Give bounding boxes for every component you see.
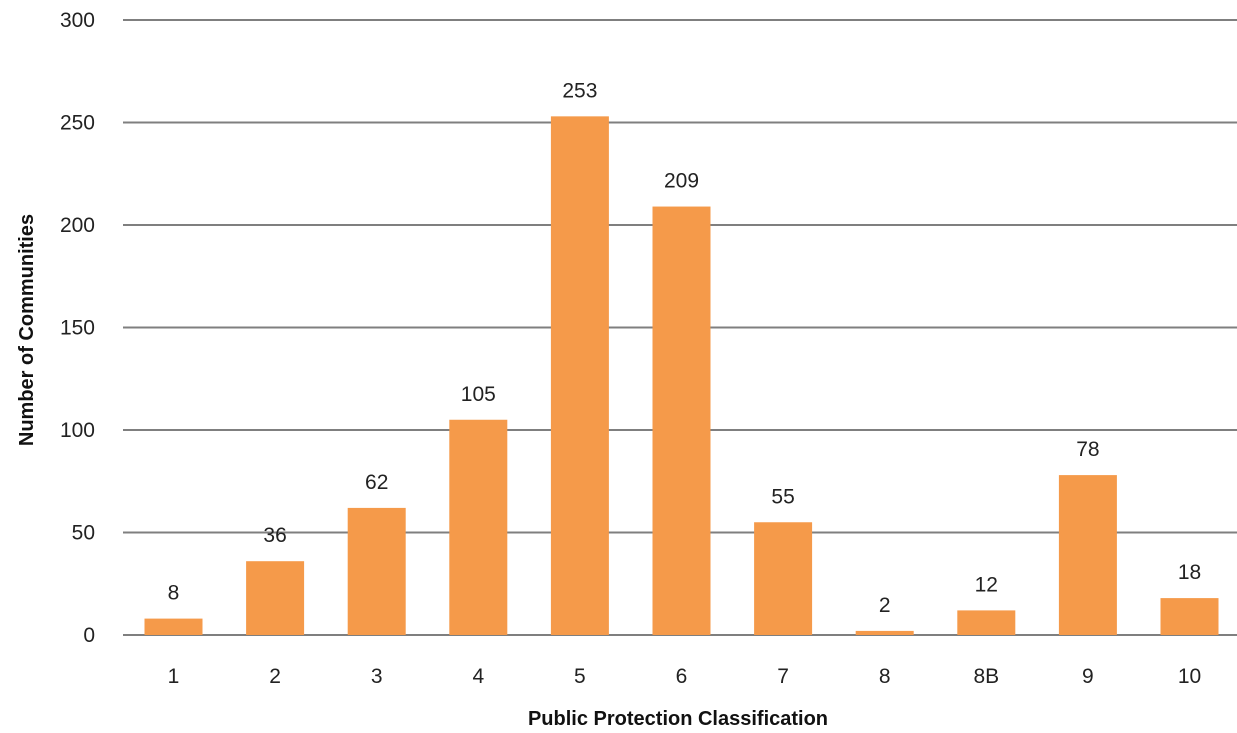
y-tick-label-0: 0: [83, 624, 95, 647]
bar-2: [246, 561, 305, 635]
y-tick-label-300: 300: [60, 9, 95, 32]
bar-8: [855, 630, 914, 635]
x-tick-label-6: 6: [676, 665, 688, 688]
data-label-4: 105: [461, 383, 496, 406]
bar-9: [1058, 475, 1117, 635]
bar-7: [754, 522, 813, 635]
x-tick-label-1: 1: [168, 665, 180, 688]
bar-8B: [957, 610, 1016, 635]
x-tick-label-9: 9: [1082, 665, 1094, 688]
bars: [144, 116, 1219, 636]
data-label-5: 253: [562, 79, 597, 102]
x-tick-label-10: 10: [1178, 665, 1201, 688]
x-tick-label-5: 5: [574, 665, 586, 688]
y-tick-label-200: 200: [60, 214, 95, 237]
data-label-3: 62: [365, 471, 388, 494]
data-label-2: 36: [263, 524, 286, 547]
y-axis-title: Number of Communities: [16, 214, 38, 446]
data-label-8: 2: [879, 594, 891, 617]
data-label-1: 8: [168, 582, 180, 605]
data-label-6: 209: [664, 170, 699, 193]
x-tick-label-2: 2: [269, 665, 281, 688]
y-tick-label-250: 250: [60, 112, 95, 135]
x-axis-tick-labels: 1 2 3 4 5 6 7 8 8B 9 10: [168, 665, 1202, 688]
x-tick-label-8B: 8B: [973, 665, 999, 688]
bar-4: [449, 419, 508, 635]
y-tick-label-50: 50: [72, 522, 95, 545]
bar-6: [652, 206, 711, 636]
data-label-10: 18: [1178, 561, 1201, 584]
x-tick-label-8: 8: [879, 665, 891, 688]
bar-5: [550, 116, 609, 636]
data-label-8B: 12: [975, 573, 998, 596]
bar-1: [144, 618, 203, 635]
data-label-9: 78: [1076, 438, 1099, 461]
x-tick-label-7: 7: [777, 665, 789, 688]
x-axis-title: Public Protection Classification: [528, 708, 828, 730]
bar-3: [347, 507, 406, 635]
y-tick-label-100: 100: [60, 419, 95, 442]
y-tick-label-150: 150: [60, 317, 95, 340]
x-tick-label-3: 3: [371, 665, 383, 688]
bar-10: [1160, 598, 1219, 635]
data-labels: 8 36 62 105 253 209 55 2 12 78 18: [168, 79, 1202, 617]
x-tick-label-4: 4: [472, 665, 484, 688]
y-axis-tick-labels: 0 50 100 150 200 250 300: [60, 9, 95, 647]
data-label-7: 55: [771, 485, 794, 508]
